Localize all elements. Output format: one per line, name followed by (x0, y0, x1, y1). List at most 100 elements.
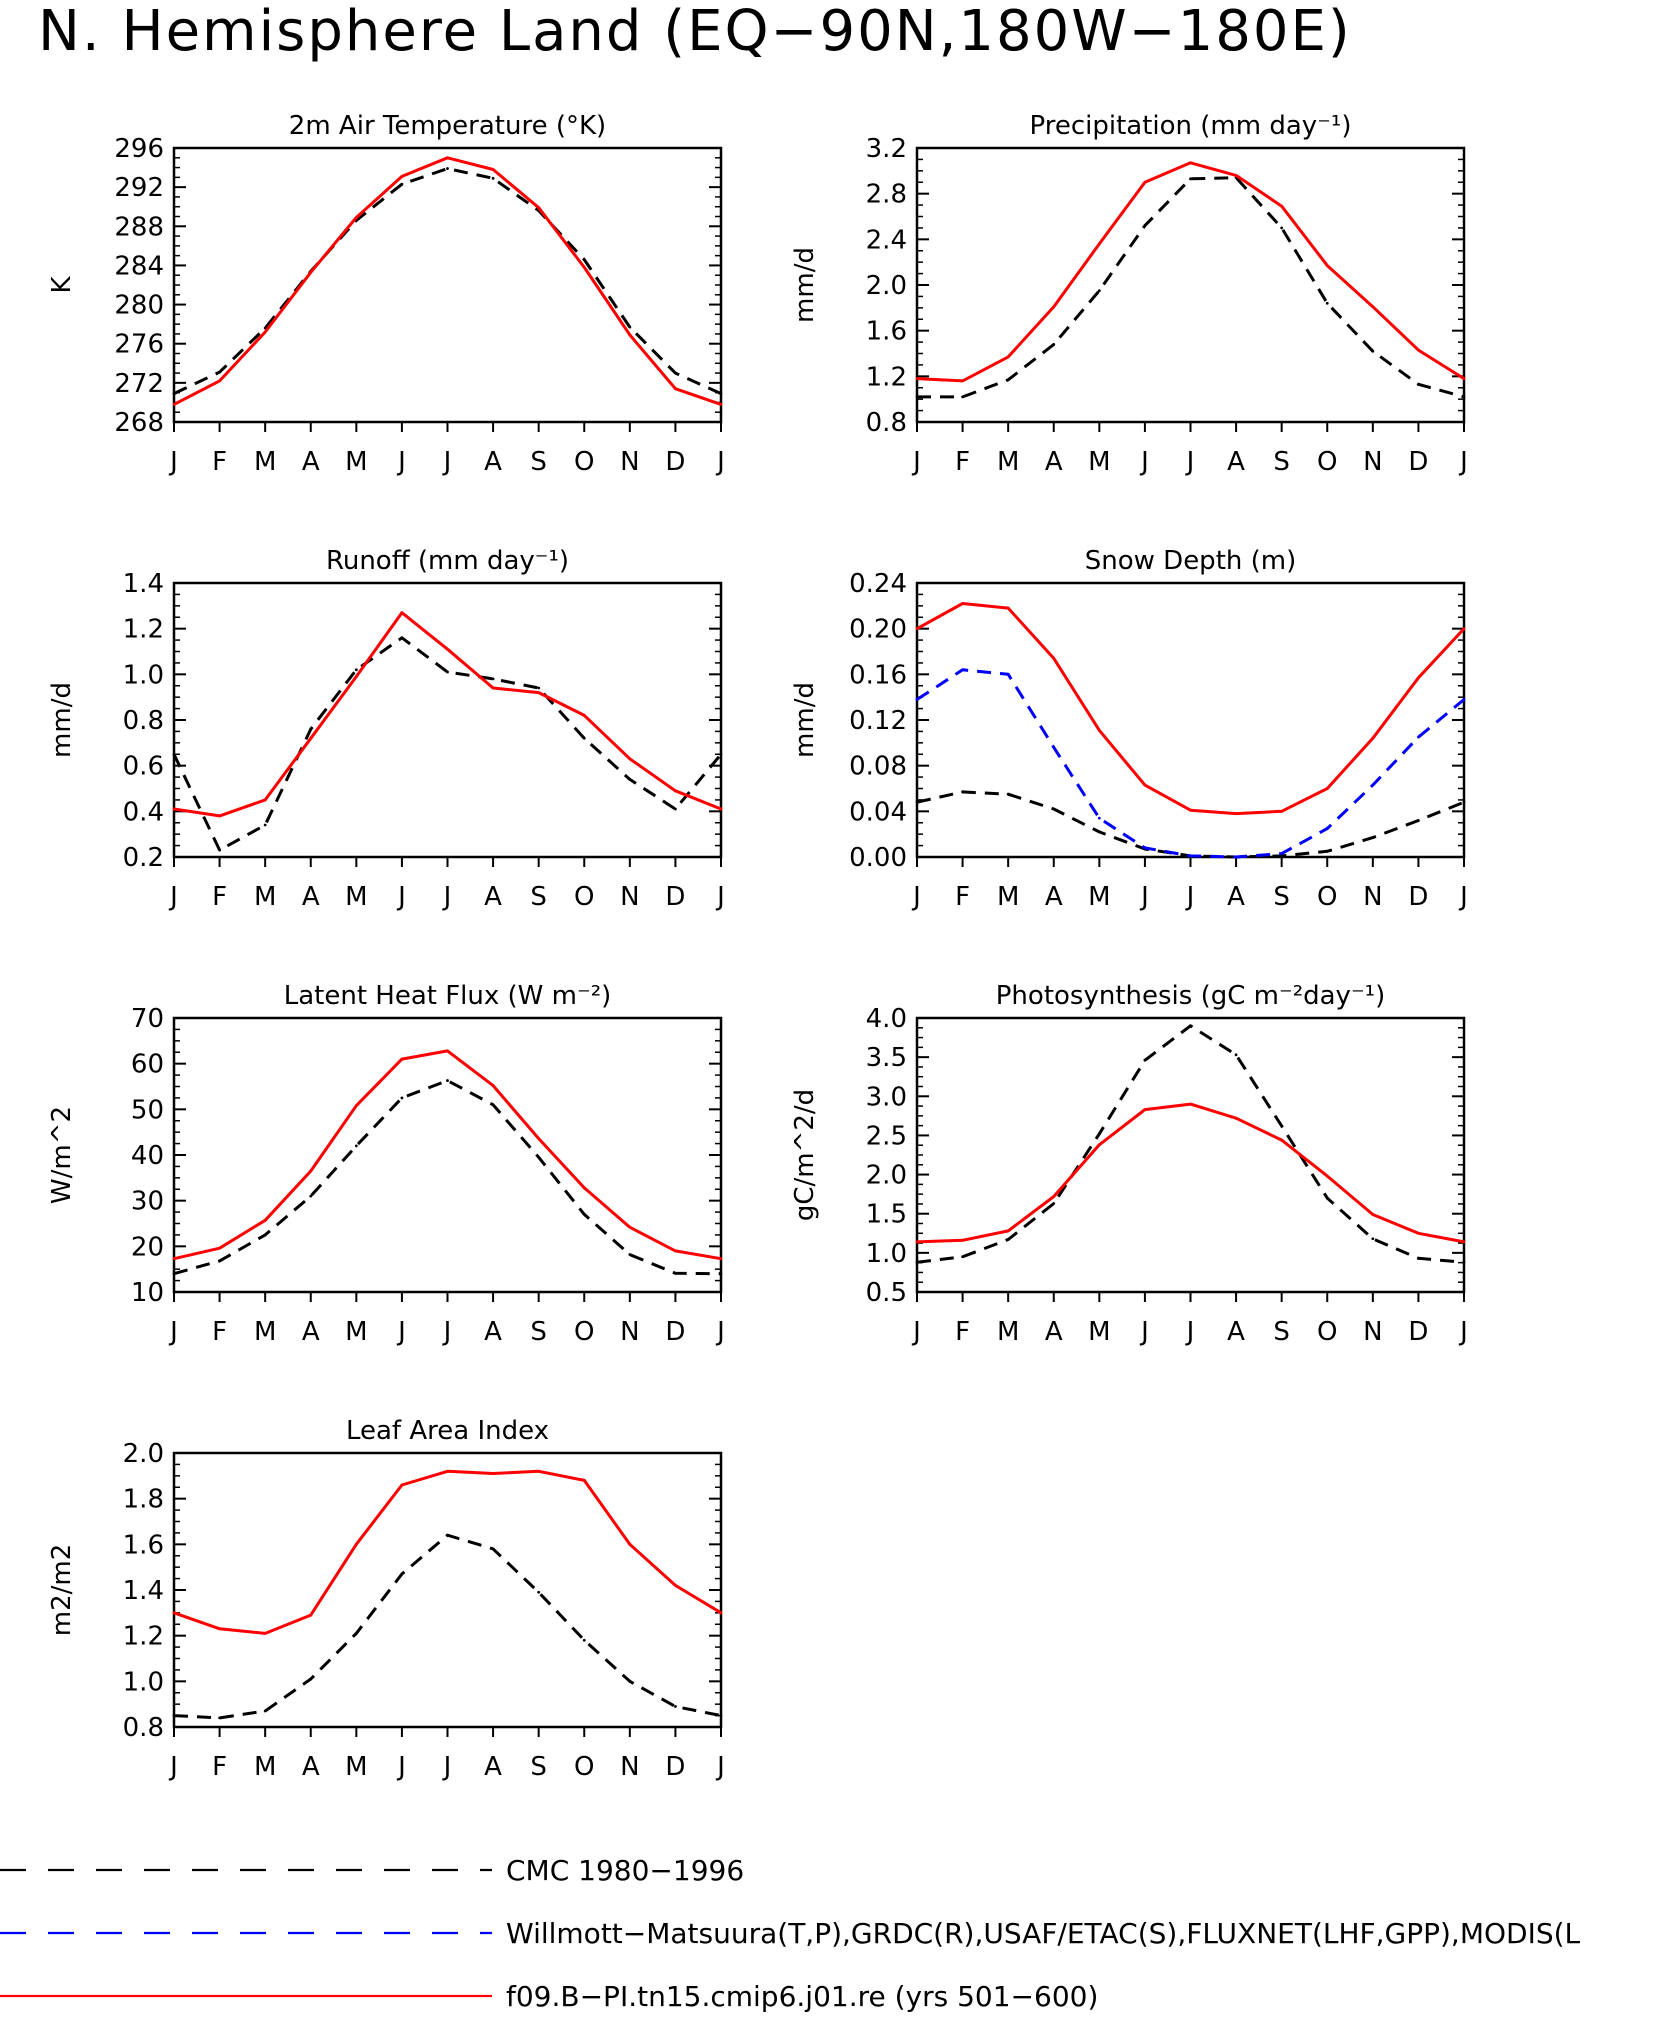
chart-title: Photosynthesis (gC m⁻²day⁻¹) (996, 981, 1385, 1011)
x-tick-label: F (212, 1752, 227, 1782)
data-point (582, 736, 586, 740)
y-axis-label: gC/m^2/d (790, 1089, 820, 1221)
data-point (1325, 1174, 1329, 1178)
data-point (1462, 800, 1466, 804)
x-tick-label: J (715, 882, 725, 912)
data-point (1417, 819, 1420, 822)
data-point (1052, 1202, 1056, 1205)
data-point (719, 1257, 723, 1261)
data-point (1280, 1124, 1284, 1128)
data-point (674, 1584, 677, 1587)
x-tick-label: J (396, 1317, 406, 1347)
data-point (1417, 676, 1420, 680)
y-tick-label: 0.04 (849, 797, 907, 827)
x-tick-label: A (1045, 882, 1063, 912)
x-tick-label: J (168, 1317, 178, 1347)
y-tick-label: 1.0 (123, 660, 164, 690)
series-line (172, 636, 723, 852)
data-point (1006, 792, 1010, 796)
data-point (263, 1233, 267, 1237)
y-tick-label: 276 (114, 330, 164, 360)
series-line (916, 1024, 1465, 1264)
data-point (537, 1590, 541, 1594)
data-point (1143, 783, 1147, 787)
data-point (628, 1679, 632, 1683)
x-tick-label: F (212, 447, 227, 477)
data-point (719, 1714, 723, 1717)
y-tick-label: 2.8 (866, 180, 907, 210)
data-point (309, 736, 313, 740)
series-line (916, 790, 1465, 859)
x-tick-label: S (1273, 447, 1290, 477)
data-point (1143, 180, 1147, 184)
x-tick-label: A (484, 1752, 502, 1782)
y-tick-label: 280 (114, 291, 164, 321)
data-point (1006, 378, 1010, 382)
data-point (1371, 1213, 1375, 1216)
data-point (446, 670, 449, 674)
data-point (400, 1483, 404, 1487)
data-point (1462, 1240, 1466, 1244)
data-point (218, 848, 221, 852)
data-point (354, 1631, 358, 1635)
x-tick-label: M (254, 882, 276, 912)
x-tick-label: A (1045, 447, 1063, 477)
chart-title: Latent Heat Flux (W m⁻²) (284, 981, 612, 1011)
data-point (537, 691, 541, 694)
data-point (674, 789, 677, 793)
y-tick-label: 0.08 (849, 752, 907, 782)
x-tick-label: O (1317, 882, 1337, 912)
legend-label: CMC 1980−1996 (506, 1854, 744, 1887)
data-point (1097, 289, 1101, 293)
x-tick-label: N (1363, 1317, 1382, 1347)
y-tick-label: 2.5 (866, 1121, 907, 1151)
plot-frame (172, 146, 723, 424)
data-point (1097, 816, 1101, 820)
plot-frame (915, 1016, 1466, 1294)
x-tick-label: F (955, 447, 970, 477)
data-point (1417, 1256, 1420, 1260)
data-point (1006, 355, 1010, 359)
data-point (1097, 1132, 1101, 1136)
data-point (263, 330, 267, 334)
data-point (1371, 349, 1375, 353)
data-point (1189, 1024, 1192, 1028)
y-tick-label: 1.4 (123, 569, 164, 599)
y-tick-label: 1.6 (123, 1530, 164, 1560)
data-point (1006, 606, 1010, 610)
plot-frame (915, 581, 1466, 859)
data-point (915, 698, 919, 701)
data-point (915, 800, 919, 804)
data-point (1189, 177, 1192, 181)
x-tick-label: J (715, 1752, 725, 1782)
data-point (218, 1246, 221, 1250)
data-point (915, 377, 919, 381)
y-tick-label: 3.2 (866, 134, 907, 164)
data-point (354, 1144, 358, 1148)
data-point (719, 752, 723, 756)
chart-panel: Precipitation (mm day⁻¹) mm/d 0.8 1.2 1.6 2.0… (790, 111, 1468, 477)
data-point (1371, 305, 1375, 309)
data-point (218, 814, 221, 818)
y-axis-label: K (47, 276, 77, 294)
y-tick-label: 20 (131, 1232, 164, 1262)
data-point (263, 823, 267, 827)
y-tick-label: 1.2 (123, 615, 164, 645)
chart-panel: Runoff (mm day⁻¹) mm/d 0.2 0.4 0.6 0.8 1.0 1.2 1… (47, 546, 725, 912)
series-line (916, 668, 1465, 859)
data-point (628, 777, 632, 781)
data-point (628, 325, 632, 329)
data-point (309, 1169, 313, 1173)
data-point (674, 807, 677, 811)
x-tick-label: A (302, 1752, 320, 1782)
data-point (961, 1255, 964, 1259)
y-tick-label: 0.00 (849, 843, 907, 873)
data-point (719, 1611, 723, 1615)
data-point (354, 675, 358, 679)
y-tick-label: 40 (131, 1141, 164, 1171)
x-tick-label: J (396, 882, 406, 912)
x-tick-label: O (1317, 1317, 1337, 1347)
data-point (1097, 242, 1101, 246)
data-point (1097, 1143, 1101, 1147)
x-tick-label: J (1458, 882, 1468, 912)
